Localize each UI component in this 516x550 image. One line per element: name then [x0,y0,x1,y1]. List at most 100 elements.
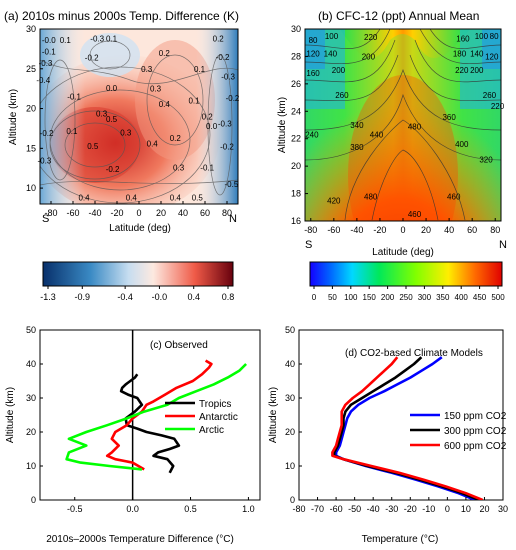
contour-label: 480 [408,122,422,131]
x-tick-label: -50 [348,504,361,514]
contour-label: 220 [491,102,505,111]
x-tick-label: -0.5 [67,504,83,514]
y-tick-label: 20 [291,161,301,171]
x-tick-label: 40 [444,225,454,235]
panel-a-y-label: Altitude (km) [8,89,19,145]
y-tick-label: 28 [291,51,301,61]
y-tick-label: 30 [291,24,301,34]
panel-d-y-axis: 0 10 20 30 40 50 [285,325,302,505]
contour-label: 0.4 [78,194,90,203]
x-tick-label: 0 [445,504,450,514]
y-tick-label: 50 [285,325,295,335]
panel-a-x-axis: -80 -60 -40 -20 0 20 40 60 80 [44,201,232,218]
contour-label: 320 [479,155,493,164]
panel-a-contour-labels: -0.0 0.1 -0.3 0.1 0.2-0.1-0.3-0.20.2 -0.2-0.4… [36,35,240,203]
contour-label: -0.2 [226,94,240,103]
y-tick-label: 20 [26,427,36,437]
y-tick-label: 15 [26,143,36,153]
contour-label: 380 [350,143,364,152]
contour-label: 0.2 [202,113,214,122]
contour-label: 260 [335,91,349,100]
x-tick-label: 80 [490,225,500,235]
panel-d-x-label: Temperature (°C) [362,534,439,545]
x-tick-label: 10 [461,504,471,514]
colorbar-tick-label: 0 [312,293,317,302]
contour-label: 100 [325,32,339,41]
contour-label: 480 [364,192,378,201]
contour-label: 440 [370,131,384,140]
colorbar-tick-label: 0.4 [187,292,200,302]
panel-b-heatmap [305,29,501,221]
y-tick-label: 10 [26,461,36,471]
contour-label: -0.1 [42,47,56,56]
contour-label: 0.3 [120,128,132,137]
x-tick-label: 20 [156,208,166,218]
x-tick-label: -30 [385,504,398,514]
x-tick-label: 40 [178,208,188,218]
colorbar-tick-label: 500 [491,293,505,302]
contour-label: 0.3 [150,85,162,94]
contour-label: -0.5 [225,180,239,189]
x-tick-label: 0.5 [184,504,197,514]
panel-a-y-axis: 10 15 20 25 30 [26,24,43,193]
contour-label: 0.3 [141,65,153,74]
colorbar-tick-label: 300 [418,293,432,302]
series-line [65,363,248,471]
x-tick-label: -40 [367,504,380,514]
panel-a-heatmap [40,29,238,204]
y-tick-label: 0 [290,495,295,505]
contour-label: 0.2 [170,134,182,143]
x-tick-label: 0 [136,208,141,218]
panel-d-legend: 150 ppm CO2 300 ppm CO2 600 ppm CO2 [410,411,507,452]
y-tick-label: 25 [26,64,36,74]
y-tick-label: 18 [291,189,301,199]
x-tick-label: -60 [327,225,340,235]
contour-label: 140 [324,50,338,59]
panel-a-colorbar: -1.3 -0.9 -0.4 -0.0 0.4 0.8 [40,261,234,302]
x-tick-label: -40 [88,208,101,218]
contour-label: 160 [456,35,470,44]
colorbar-tick-label: -0.0 [152,292,168,302]
panel-d-x-axis: -80 -70 -60 -50 -40 -30 -20 -10 0 10 20 30 [292,497,508,514]
series-line [105,359,213,471]
panel-c: (c) Observed -0.5 0.0 0.5 1.0 0 10 20 30 40 50 T… [5,325,261,545]
contour-label: 120 [485,52,499,61]
contour-label: -0.2 [85,54,99,63]
panel-c-x-label-text: 2010s–2000s Temperature Difference (°C) [46,534,234,545]
panel-a-x-label: Latitude (deg) [109,223,171,234]
contour-label: -0.2 [216,53,230,62]
contour-label: -0.2 [106,165,120,174]
contour-label: -0.3 [39,59,53,68]
colorbar-tick-label: 150 [363,293,377,302]
x-tick-label: 20 [421,225,431,235]
contour-label: 100 [475,32,489,41]
contour-label: 0.1 [194,65,206,74]
x-tick-label: -80 [44,208,57,218]
contour-label: 0.2 [159,49,171,58]
x-tick-label: 20 [479,504,489,514]
x-tick-label: -70 [311,504,324,514]
contour-label: 200 [470,66,484,75]
panel-a-north-label: N [229,213,237,225]
y-tick-label: 50 [26,325,36,335]
contour-label: 220 [364,33,378,42]
contour-label: 0.0 [206,122,218,131]
contour-label: 80 [490,32,499,41]
panel-a-south-label: S [42,213,49,225]
contour-label: 260 [483,91,497,100]
contour-label: 340 [350,121,364,130]
x-tick-label: 0.0 [126,504,139,514]
contour-label: -0.3 [38,156,52,165]
contour-label: 0.1 [188,97,200,106]
contour-label: 0.4 [126,194,138,203]
panel-a-title: (a) 2010s minus 2000s Temp. Difference (… [4,9,239,23]
legend-label: 600 ppm CO2 [444,441,507,452]
y-tick-label: 16 [291,216,301,226]
panel-b-x-axis: -80 -60 -40 -20 0 20 40 60 80 [304,218,500,235]
x-tick-label: 0 [400,225,405,235]
panel-a: (a) 2010s minus 2000s Temp. Difference (… [4,9,240,302]
y-tick-label: 22 [291,134,301,144]
contour-label: 360 [442,113,456,122]
